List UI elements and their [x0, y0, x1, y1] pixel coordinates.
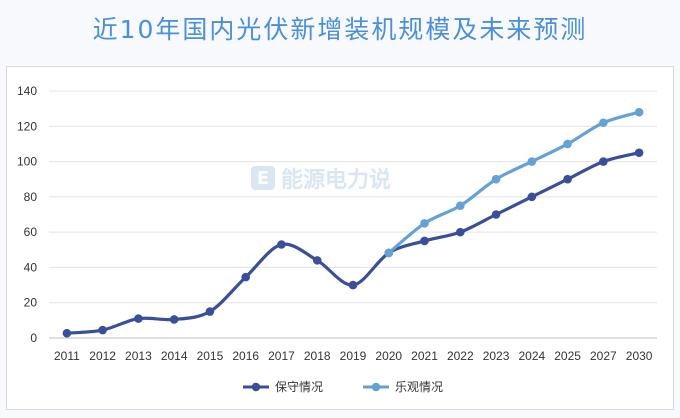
legend-label: 乐观情况	[395, 380, 443, 394]
data-point	[384, 248, 394, 258]
data-point	[599, 118, 608, 128]
x-tick-label: 2013	[125, 349, 152, 363]
data-point	[169, 315, 179, 324]
x-tick-label: 2016	[232, 349, 259, 363]
x-tick-label: 2022	[447, 349, 474, 363]
x-tick-label: 2025	[554, 349, 581, 363]
y-tick-label: 140	[17, 84, 37, 98]
data-point	[98, 325, 107, 335]
y-tick-label: 20	[24, 296, 38, 310]
y-axis-ticks: 0 20 40 60 80 100 120 140	[17, 84, 37, 345]
x-tick-label: 2030	[626, 349, 653, 363]
x-tick-label: 2019	[340, 349, 367, 363]
x-axis-ticks: 2011 2012 2013 2014 2015 2016 2017 2018 2019 2020…	[54, 349, 653, 363]
x-tick-label: 2021	[411, 349, 438, 363]
x-tick-label: 2024	[518, 349, 545, 363]
y-tick-label: 80	[24, 190, 38, 204]
data-point	[455, 227, 465, 237]
data-point	[312, 256, 322, 265]
data-point	[491, 210, 501, 219]
data-point	[455, 201, 465, 210]
x-tick-label: 2017	[268, 349, 295, 363]
legend: 保守情况 乐观情况	[243, 380, 443, 394]
data-point	[491, 174, 501, 184]
legend-marker	[371, 382, 381, 392]
watermark: E 能源电力说	[251, 166, 391, 193]
x-tick-label: 2018	[304, 349, 331, 363]
watermark-logo-letter: E	[257, 168, 269, 189]
series-layer	[62, 107, 644, 338]
y-tick-label: 60	[24, 225, 38, 239]
data-point	[348, 280, 358, 290]
data-point	[634, 148, 644, 158]
data-point	[205, 307, 215, 316]
x-tick-label: 2012	[89, 349, 116, 363]
x-tick-label: 2023	[483, 349, 510, 363]
data-point	[563, 174, 572, 184]
y-tick-label: 40	[24, 260, 38, 274]
data-point	[277, 240, 286, 249]
data-point	[420, 236, 429, 246]
data-point	[134, 314, 143, 323]
data-point	[241, 272, 251, 282]
data-point	[599, 157, 608, 166]
y-tick-label: 120	[17, 119, 37, 133]
x-tick-label: 2027	[590, 349, 617, 363]
chart-panel: E 能源电力说 0 20 40 60 80 100 120 140 2011 2012 2013 2…	[6, 66, 674, 410]
data-point	[563, 139, 572, 149]
data-point	[62, 328, 72, 338]
x-tick-label: 2020	[375, 349, 402, 363]
data-point	[420, 219, 429, 228]
x-tick-label: 2014	[161, 349, 188, 363]
x-tick-label: 2015	[197, 349, 224, 363]
y-tick-label: 100	[17, 155, 37, 169]
data-point	[527, 192, 537, 202]
watermark-text: 能源电力说	[281, 167, 391, 193]
gridlines	[49, 90, 657, 339]
legend-label: 保守情况	[275, 380, 323, 394]
page-title: 近10年国内光伏新增装机规模及未来预测	[92, 15, 588, 44]
data-point	[634, 107, 644, 117]
y-tick-label: 0	[30, 331, 37, 345]
x-tick-label: 2011	[54, 349, 80, 363]
watermark-logo-icon: E	[251, 166, 275, 190]
legend-marker	[251, 382, 261, 392]
data-point	[527, 157, 537, 166]
